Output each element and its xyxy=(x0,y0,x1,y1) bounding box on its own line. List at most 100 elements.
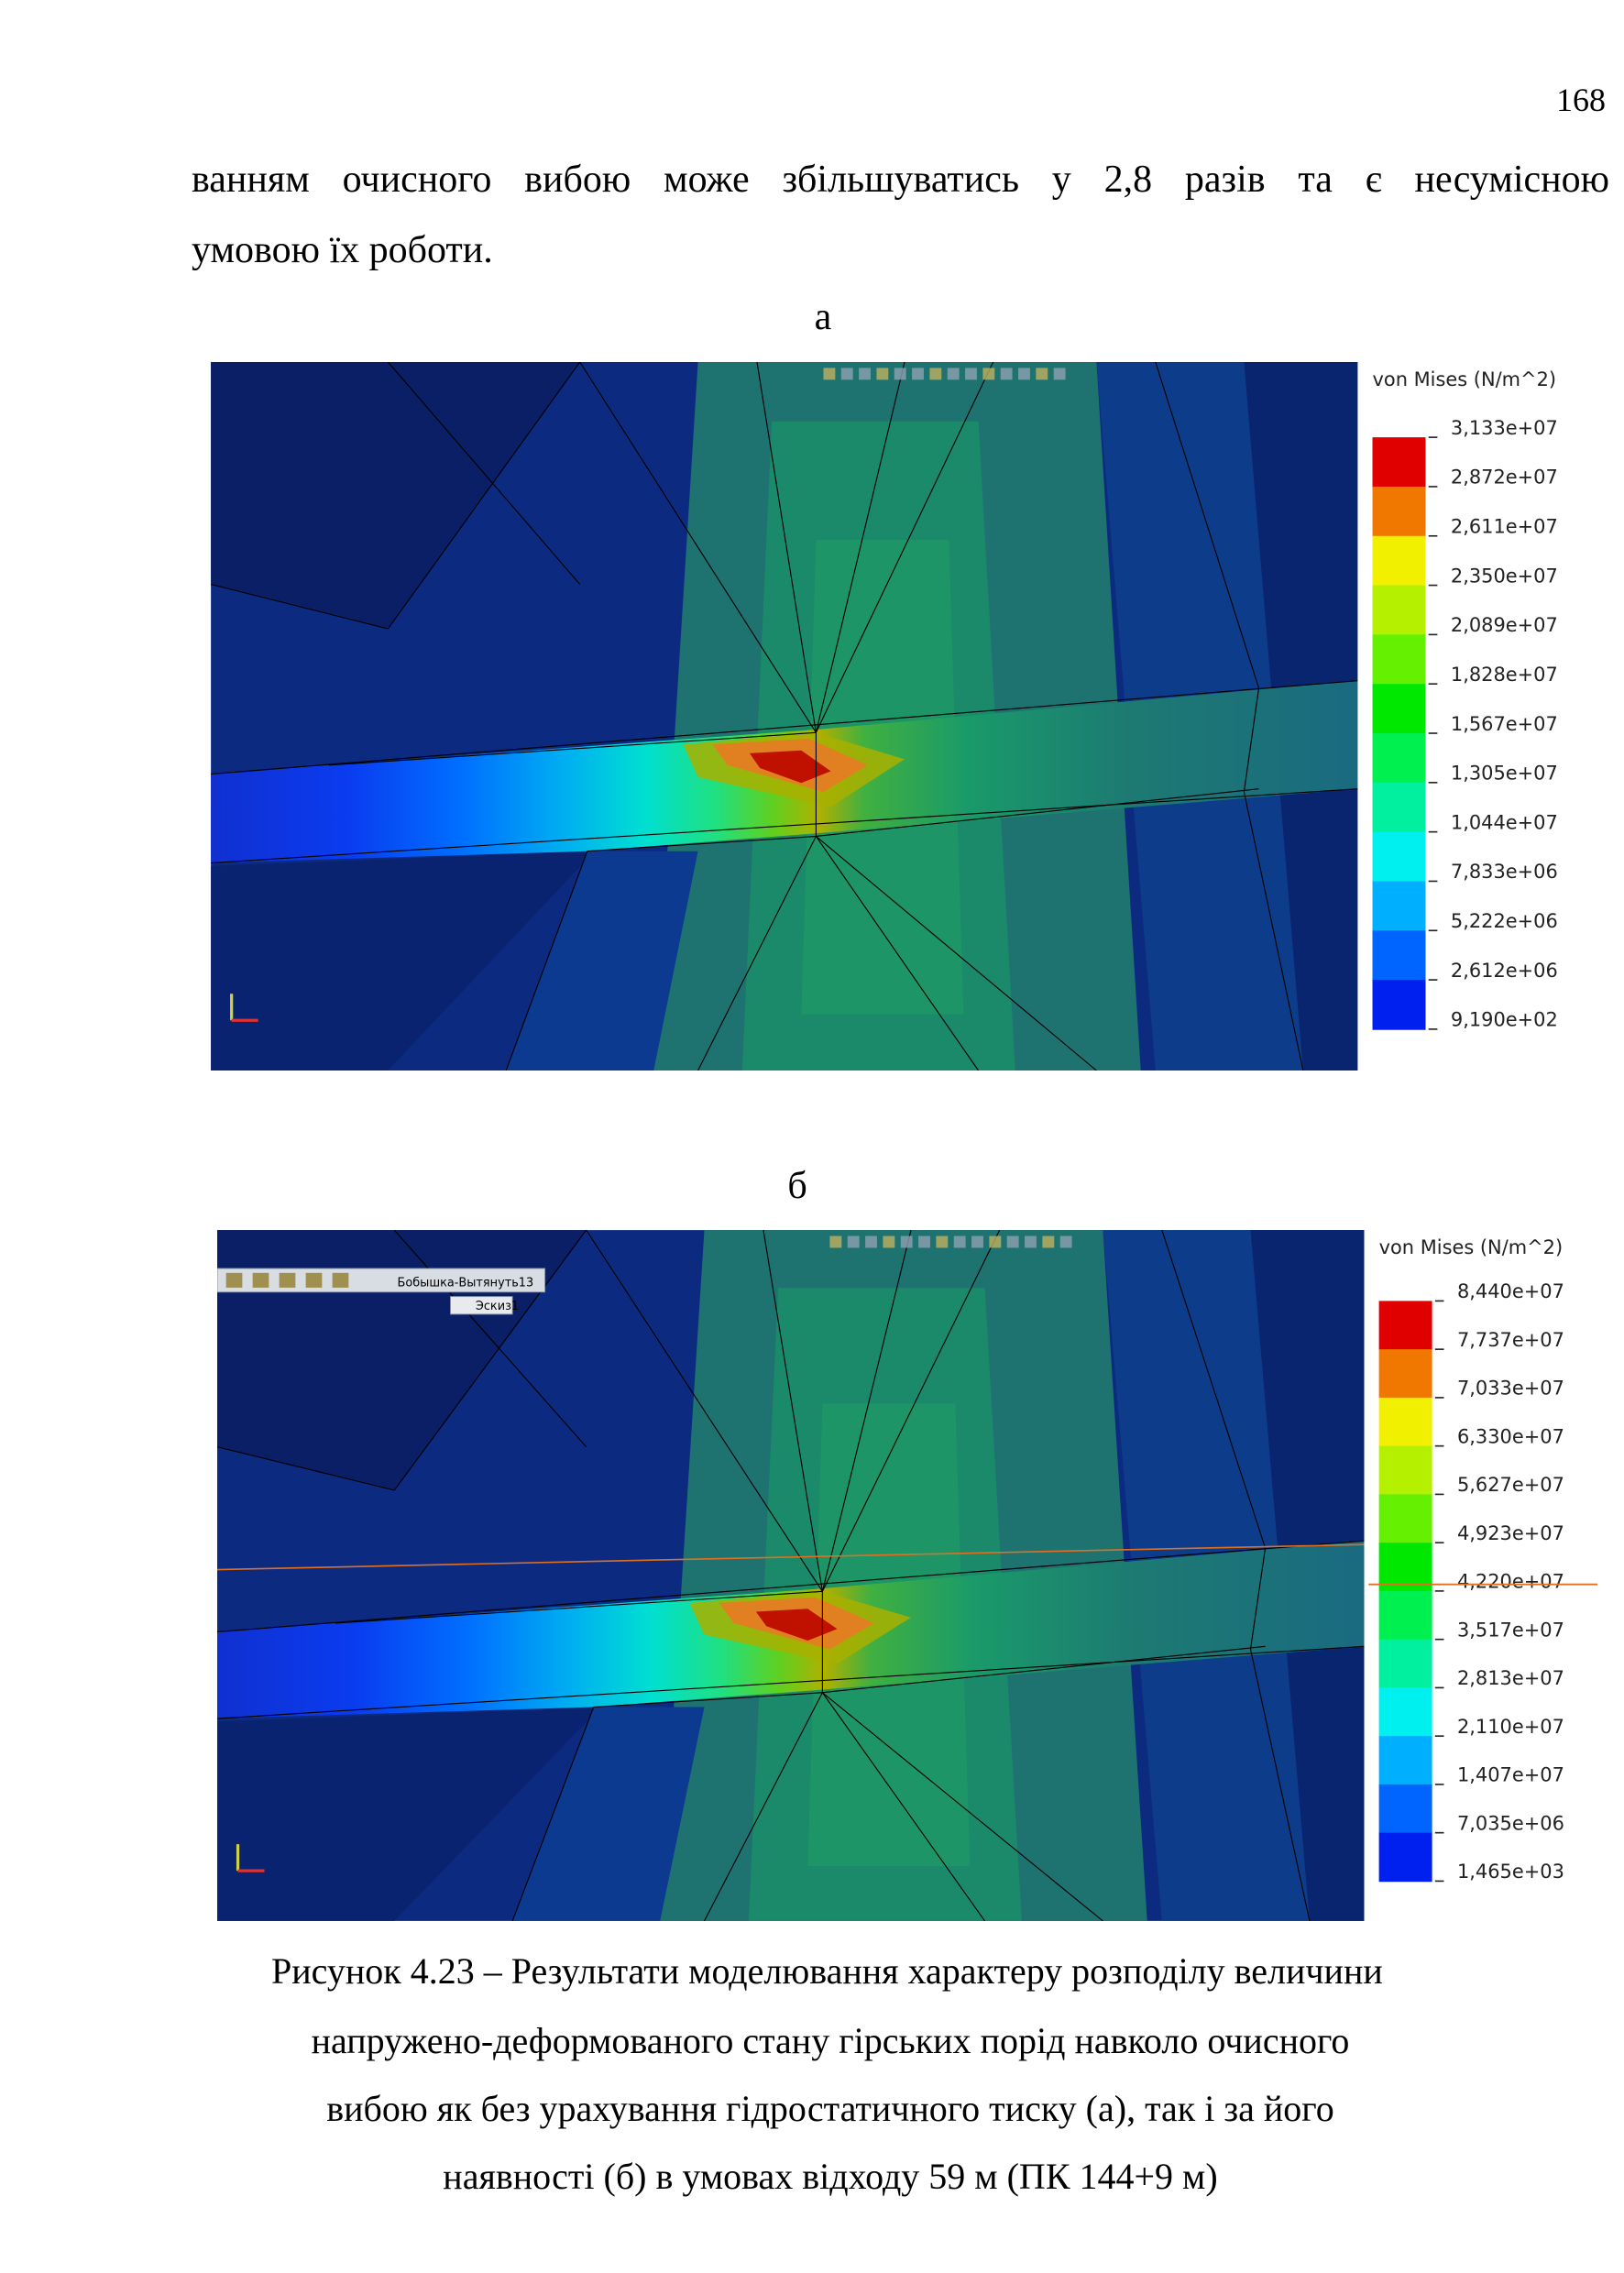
legend-band xyxy=(1372,535,1426,587)
mesh-line xyxy=(505,851,588,1071)
toolbar-icon xyxy=(953,1235,966,1248)
toolbar-icon xyxy=(876,368,889,380)
legend-band xyxy=(1378,1832,1432,1883)
legend-band xyxy=(1372,831,1426,883)
caption-line: вибою як без урахування гідростатичного … xyxy=(326,2088,1334,2129)
legend-label: 8,440e+07 xyxy=(1457,1280,1564,1302)
mesh-line xyxy=(335,1590,823,1624)
legend-band xyxy=(1372,881,1426,932)
legend-label: 5,222e+06 xyxy=(1451,910,1558,932)
mesh-line xyxy=(217,1645,1365,1719)
mesh-line xyxy=(587,835,817,852)
region xyxy=(217,1707,601,1921)
legend-title: von Mises (N/m^2) xyxy=(1373,368,1557,390)
toolbar-icon xyxy=(929,368,942,380)
toolbar-icon xyxy=(225,1272,243,1288)
mesh-line xyxy=(1249,1649,1311,1921)
legend-label: 1,567e+07 xyxy=(1451,713,1558,735)
figure-label: б xyxy=(787,1165,807,1207)
legend-band xyxy=(1372,634,1426,686)
legend-label: 2,612e+06 xyxy=(1451,960,1558,982)
legend-band xyxy=(1372,782,1426,833)
mesh-line xyxy=(822,1645,1266,1694)
legend-label: 1,828e+07 xyxy=(1451,664,1558,686)
toolbar-icon xyxy=(332,1272,349,1288)
toolbar-icon xyxy=(918,1235,930,1248)
legend-label: 7,737e+07 xyxy=(1457,1329,1564,1351)
toolbar-text: Бобышка-Вытянуть13 xyxy=(398,1276,534,1290)
toolbar-icon xyxy=(1053,368,1066,380)
legend-band xyxy=(1378,1301,1432,1350)
mesh-line xyxy=(1243,791,1304,1071)
toolbar-icon xyxy=(1018,368,1030,380)
mesh-line xyxy=(763,1230,823,1592)
toolbar-icon xyxy=(859,368,871,380)
region xyxy=(217,1230,587,1490)
legend-label: 2,110e+07 xyxy=(1457,1716,1564,1738)
legend-band xyxy=(1372,684,1426,734)
caption-line: напружено-деформованого стану гірських п… xyxy=(311,2020,1350,2061)
toolbar-icon xyxy=(1059,1235,1072,1248)
legend-title: von Mises (N/m^2) xyxy=(1379,1236,1564,1258)
legend-label: 2,813e+07 xyxy=(1457,1667,1564,1689)
toolbar-icon xyxy=(1006,1235,1019,1248)
legend-label: 4,220e+07 xyxy=(1457,1571,1564,1593)
mesh-line xyxy=(393,1230,587,1491)
mesh-line xyxy=(756,362,817,733)
mesh-line xyxy=(579,362,817,733)
toolbar-icon xyxy=(971,1235,983,1248)
mesh-line xyxy=(821,1692,986,1921)
mesh-line xyxy=(822,1692,1103,1921)
region xyxy=(211,851,595,1071)
mesh-line xyxy=(815,362,905,733)
figure: von Mises (N/m^2) 3,133e+07 2,872e+07 2,611… xyxy=(211,362,1591,1071)
mesh-line xyxy=(217,1446,395,1491)
mesh-line xyxy=(815,836,980,1071)
mesh-line xyxy=(328,731,817,766)
legend-label: 3,133e+07 xyxy=(1451,417,1558,439)
toolbar-icon xyxy=(965,368,977,380)
toolbar-button xyxy=(450,1296,513,1315)
mesh-line xyxy=(821,1230,1001,1592)
toolbar-icon xyxy=(883,1235,895,1248)
mesh-line xyxy=(1249,1547,1267,1650)
toolbar-icon xyxy=(823,368,836,380)
mesh-line xyxy=(387,362,581,630)
mesh-line xyxy=(217,1540,1365,1633)
legend-band xyxy=(1372,733,1426,784)
legend-band xyxy=(1378,1590,1432,1641)
legend-label: 5,627e+07 xyxy=(1457,1474,1564,1496)
legend-label: 4,923e+07 xyxy=(1457,1522,1564,1544)
mesh-line xyxy=(393,1230,587,1448)
toolbar-icon xyxy=(829,1235,842,1248)
legend-band xyxy=(1378,1784,1432,1834)
legend-label: 9,190e+02 xyxy=(1451,1009,1558,1031)
toolbar-icon xyxy=(894,368,906,380)
toolbar-icon xyxy=(847,1235,860,1248)
region xyxy=(211,362,580,630)
mesh-line xyxy=(511,1707,595,1921)
legend-band xyxy=(1372,437,1426,488)
legend-band xyxy=(1378,1349,1432,1399)
toolbar-icon xyxy=(305,1272,323,1288)
mesh-line xyxy=(704,1692,823,1921)
legend-band xyxy=(1378,1494,1432,1543)
legend-label: 1,044e+07 xyxy=(1451,811,1558,833)
toolbar-icon xyxy=(840,368,853,380)
mesh-line xyxy=(1161,1230,1267,1549)
mesh-line xyxy=(211,788,1358,864)
toolbar-icon xyxy=(936,1235,949,1248)
paragraph-line: умовою їх роботи. xyxy=(192,229,493,271)
toolbar-icon xyxy=(1000,368,1013,380)
caption-line: Рисунок 4.23 – Результати моделювання ха… xyxy=(271,1950,1383,1992)
hot-zone xyxy=(749,750,831,784)
mesh-line xyxy=(1155,362,1260,688)
legend-label: 2,872e+07 xyxy=(1451,467,1558,489)
toolbar-icon xyxy=(865,1235,877,1248)
figure-label: а xyxy=(814,296,832,338)
legend-label: 6,330e+07 xyxy=(1457,1425,1564,1447)
legend-band xyxy=(1378,1736,1432,1785)
legend-band xyxy=(1372,980,1426,1030)
legend-label: 3,517e+07 xyxy=(1457,1619,1564,1641)
mesh-line xyxy=(211,584,389,630)
